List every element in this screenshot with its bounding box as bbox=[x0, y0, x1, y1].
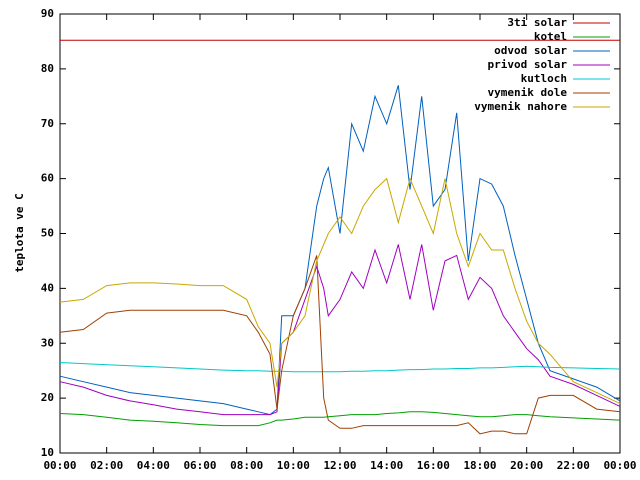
y-tick-label: 10 bbox=[41, 446, 54, 459]
x-tick-label: 14:00 bbox=[370, 459, 403, 472]
plot-border bbox=[59, 13, 621, 454]
x-tick-label: 06:00 bbox=[183, 459, 216, 472]
series-line bbox=[59, 177, 621, 405]
y-tick-label: 30 bbox=[41, 336, 54, 349]
x-tick-label: 10:00 bbox=[277, 459, 310, 472]
series-line bbox=[59, 255, 621, 435]
y-tick-label: 50 bbox=[41, 227, 54, 240]
x-tick-label: 00:00 bbox=[603, 459, 636, 472]
x-tick-label: 12:00 bbox=[323, 459, 356, 472]
x-tick-label: 04:00 bbox=[137, 459, 170, 472]
y-tick-label: 80 bbox=[41, 62, 54, 75]
x-tick-label: 22:00 bbox=[557, 459, 590, 472]
legend-label: odvod solar bbox=[494, 44, 567, 57]
x-tick-label: 16:00 bbox=[417, 459, 450, 472]
legend-label: vymenik nahore bbox=[474, 100, 567, 113]
series-line bbox=[59, 244, 621, 416]
y-tick-label: 20 bbox=[41, 391, 54, 404]
y-tick-label: 40 bbox=[41, 281, 54, 294]
x-tick-label: 20:00 bbox=[510, 459, 543, 472]
series-line bbox=[59, 362, 621, 373]
legend-label: privod solar bbox=[488, 58, 568, 71]
legend-label: kotel bbox=[534, 30, 567, 43]
x-tick-label: 18:00 bbox=[463, 459, 496, 472]
x-tick-label: 08:00 bbox=[230, 459, 263, 472]
legend-label: 3ti solar bbox=[507, 16, 567, 29]
y-tick-label: 70 bbox=[41, 117, 54, 130]
y-axis-label: teplota ve C bbox=[13, 193, 26, 272]
y-tick-label: 90 bbox=[41, 7, 54, 20]
x-tick-label: 02:00 bbox=[90, 459, 123, 472]
legend-label: vymenik dole bbox=[488, 86, 568, 99]
x-tick-label: 00:00 bbox=[43, 459, 76, 472]
series-line bbox=[59, 85, 621, 416]
legend-label: kutloch bbox=[521, 72, 567, 85]
y-tick-label: 60 bbox=[41, 172, 54, 185]
series-line bbox=[59, 411, 621, 427]
